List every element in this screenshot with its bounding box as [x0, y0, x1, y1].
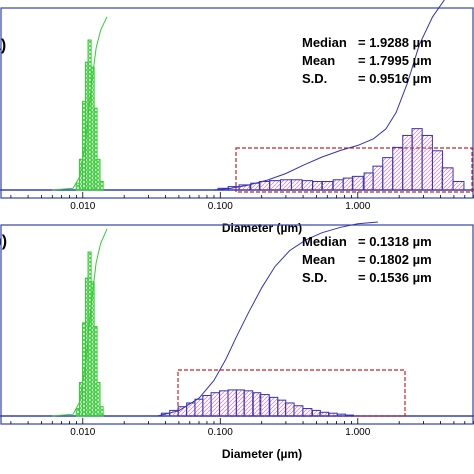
- bar: [290, 179, 303, 191]
- bar: [411, 128, 423, 191]
- bar: [363, 172, 374, 191]
- panel-b-median-label: Median: [302, 234, 347, 249]
- bar: [372, 165, 384, 191]
- cumulative-curve-blue: [213, 0, 445, 191]
- bar: [452, 180, 465, 191]
- panel-a-mean-value: = 1.7995 µm: [358, 53, 432, 68]
- x-tick-label: 0.100: [208, 427, 233, 438]
- panel-a-sd-value: = 0.9516 µm: [358, 71, 432, 86]
- panel-a-mean-label: Mean: [302, 53, 335, 68]
- x-tick-label: 0.010: [70, 427, 95, 438]
- bar: [235, 389, 245, 417]
- panel-a-median-value: = 1.9288 µm: [358, 35, 432, 50]
- bar: [351, 175, 364, 191]
- panel-a: a) 0.010 0.100 1.000 Median = 1.9288 µm Me…: [0, 0, 474, 235]
- panel-b-xlabel: Diameter (µm): [222, 447, 302, 461]
- plot-frame: [0, 7, 474, 199]
- series-blue: [217, 128, 465, 191]
- x-tick-label: 1.000: [345, 201, 370, 212]
- bar: [319, 411, 330, 417]
- series-green: [75, 251, 104, 417]
- bar: [279, 179, 292, 191]
- panel-a-xlabel: Diameter (µm): [222, 221, 302, 235]
- bar: [284, 402, 295, 417]
- bar: [93, 326, 98, 417]
- bar: [194, 398, 204, 417]
- x-tick-label: 0.010: [70, 201, 95, 212]
- bar: [312, 180, 323, 191]
- bar: [344, 414, 355, 417]
- bar: [328, 412, 338, 417]
- series-blue: [160, 389, 355, 417]
- panel-b: b) 0.010 0.100 1.000 Median = 0.1318 µm Me…: [0, 221, 474, 461]
- panel-b-plot: 0.010 0.100 1.000: [0, 221, 474, 438]
- bar: [332, 179, 344, 191]
- panel-a-median-label: Median: [302, 35, 347, 50]
- bar: [258, 180, 271, 191]
- bar: [269, 180, 281, 191]
- series-green: [75, 39, 104, 191]
- plot-frame: [0, 224, 474, 425]
- panel-b-mean-label: Mean: [302, 252, 335, 267]
- panel-b-sd-value: = 0.1536 µm: [358, 270, 432, 285]
- bar: [227, 389, 237, 417]
- bar: [219, 390, 229, 417]
- bar: [311, 409, 321, 417]
- bar: [321, 180, 334, 191]
- x-tick-label: 0.100: [208, 201, 233, 212]
- selection-box: [235, 147, 473, 193]
- cumulative-curve-green: [52, 228, 108, 417]
- bar: [238, 184, 251, 191]
- bar: [342, 177, 354, 191]
- x-tick-label: 1.000: [345, 427, 370, 438]
- bar: [202, 395, 212, 417]
- panel-a-letter: a): [0, 37, 6, 54]
- panel-b-median-value: = 0.1318 µm: [358, 234, 432, 249]
- bar: [431, 150, 444, 191]
- bar: [259, 394, 270, 417]
- bar: [382, 157, 394, 191]
- bar: [441, 167, 454, 191]
- bar: [402, 134, 413, 191]
- bar: [302, 408, 313, 417]
- bar: [392, 146, 404, 191]
- panel-b-sd-label: S.D.: [302, 270, 327, 285]
- bar: [99, 180, 104, 191]
- panel-a-sd-label: S.D.: [302, 71, 327, 86]
- cumulative-curve-green: [52, 16, 108, 191]
- bar: [277, 399, 287, 417]
- bar: [75, 182, 80, 191]
- panel-a-plot: 0.010 0.100 1.000: [0, 0, 474, 212]
- bar: [293, 405, 304, 417]
- bar: [96, 158, 101, 191]
- panel-b-letter: b): [0, 233, 7, 250]
- bar: [336, 413, 346, 417]
- bar: [301, 180, 313, 191]
- x-ticks: [10, 418, 474, 424]
- bar: [99, 406, 104, 417]
- bar: [75, 408, 80, 417]
- bar: [93, 107, 98, 191]
- panel-b-mean-value: = 0.1802 µm: [358, 252, 432, 267]
- bar: [269, 396, 279, 417]
- bar: [96, 381, 101, 417]
- cumulative-curve-blue: [157, 221, 378, 417]
- bar: [421, 134, 433, 191]
- bar: [210, 392, 221, 417]
- bar: [243, 390, 254, 417]
- x-ticks: [10, 192, 474, 198]
